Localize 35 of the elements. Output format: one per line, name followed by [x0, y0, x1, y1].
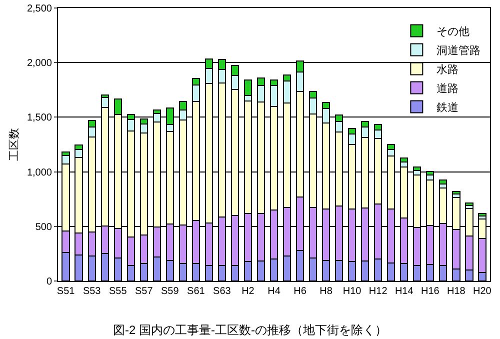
- x-tick-label: H18: [446, 286, 466, 297]
- legend-label: 鉄道: [436, 102, 459, 114]
- x-tick-label: H20: [473, 286, 492, 297]
- x-tick-label: H8: [320, 286, 333, 297]
- y-tick-label: 2,500: [26, 4, 52, 14]
- y-tick-label: 1,500: [26, 112, 52, 124]
- bar: [478, 212, 486, 217]
- x-tick-label: H14: [394, 286, 414, 297]
- bar: [413, 166, 422, 172]
- x-tick-label: H4: [268, 286, 281, 297]
- x-tick-label: S53: [82, 286, 102, 297]
- y-tick-label: 2,000: [26, 58, 52, 70]
- x-tick-label: S51: [56, 286, 76, 297]
- x-tick-label: S57: [134, 286, 154, 297]
- y-axis-title: 工区数: [8, 128, 21, 161]
- x-tick-label: S61: [187, 286, 206, 297]
- x-tick-label: H16: [420, 286, 440, 297]
- bar: [465, 202, 474, 206]
- x-tick-label: H10: [342, 286, 362, 297]
- y-tick-label: 0: [46, 276, 52, 288]
- x-tick-label: S55: [108, 286, 128, 297]
- text: 図-2 国内の工事量-工区数-の推移（地下街を除く）: [113, 322, 387, 337]
- x-tick-label: S63: [213, 286, 232, 297]
- x-tick-label: S59: [161, 286, 180, 297]
- bar: [452, 190, 460, 195]
- x-tick-label: H6: [294, 286, 307, 297]
- legend-label: 洞道管路: [436, 44, 481, 57]
- y-tick-label: 1,000: [26, 167, 52, 178]
- x-tick-label: H12: [368, 286, 388, 297]
- x-tick-label: H2: [242, 286, 255, 297]
- legend-label: 道路: [436, 82, 459, 95]
- bar: [439, 179, 448, 184]
- legend-label: その他: [436, 26, 470, 38]
- y-tick-label: 500: [35, 222, 52, 233]
- legend-label: 水路: [436, 62, 459, 76]
